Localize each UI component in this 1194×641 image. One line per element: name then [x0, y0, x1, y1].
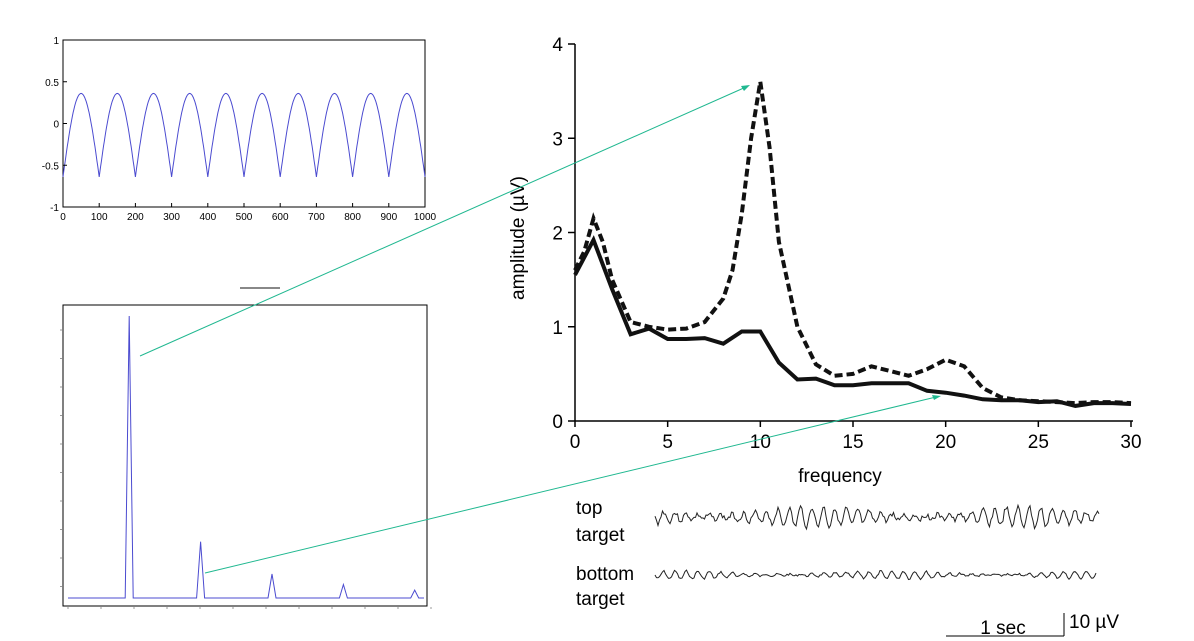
- amplitude-x-tick-label: 20: [935, 432, 956, 453]
- bottom-target-label-line2: target: [576, 589, 625, 610]
- waveform-y-tick-label: 0: [53, 120, 59, 131]
- amplitude-y-tick-label: 1: [552, 318, 563, 339]
- amplitude-x-tick-label: 10: [750, 432, 771, 453]
- waveform-y-tick-label: -0.5: [42, 161, 60, 172]
- series-dashed-line: [573, 81, 1132, 406]
- amplitude-x-tick-label: 0: [570, 432, 581, 453]
- waveform-y-tick-label: 1: [53, 36, 59, 47]
- eeg-traces: top target bottom target 1 sec 10 µV: [576, 498, 1119, 639]
- waveform-x-tick-label: 100: [91, 212, 108, 223]
- connector-arrows: [139, 85, 941, 574]
- waveform-x-tick-label: 200: [127, 212, 144, 223]
- waveform-line: [62, 92, 426, 177]
- waveform-x-tick-label: 1000: [414, 212, 437, 223]
- arrow-fundamental: [139, 86, 747, 357]
- arrow-harmonic-head: [932, 395, 941, 400]
- amplitude-x-tick-label: 15: [842, 432, 863, 453]
- bottom-target-label-line1: bottom: [576, 564, 634, 585]
- waveform-x-tick-label: 600: [272, 212, 289, 223]
- spectrum-line: [68, 315, 424, 599]
- spectrum-panel: [60, 287, 432, 609]
- waveform-x-tick-label: 300: [163, 212, 180, 223]
- waveform-axes-frame: [62, 39, 426, 208]
- waveform-x-tick-label: 800: [344, 212, 361, 223]
- arrow-fundamental-head: [741, 85, 750, 91]
- waveform-y-tick-label: 0.5: [45, 78, 59, 89]
- waveform-panel: 0 100 200 300 400 500 600 700 800 900 1000 1 0.5 0 -0.…: [42, 36, 437, 223]
- amplitude-x-tick-label: 5: [662, 432, 673, 453]
- time-scale-label: 1 sec: [980, 618, 1025, 639]
- waveform-x-tick-label: 500: [236, 212, 253, 223]
- amplitude-y-tick-label: 2: [552, 224, 563, 245]
- top-target-label-line1: top: [576, 498, 602, 519]
- waveform-x-tick-label: 700: [308, 212, 325, 223]
- series-solid-line: [573, 235, 1132, 408]
- waveform-x-tick-label: 400: [199, 212, 216, 223]
- y-axis-label: amplitude (µV): [508, 176, 529, 300]
- waveform-y-tick-label: -1: [50, 203, 59, 214]
- waveform-x-tick-label: 0: [60, 212, 66, 223]
- amplitude-y-tick-label: 3: [552, 129, 563, 150]
- eeg-bottom-trace: [654, 569, 1097, 581]
- waveform-x-tick-label: 900: [380, 212, 397, 223]
- amplitude-x-tick-label: 25: [1028, 432, 1049, 453]
- spectrum-title-mark: [240, 287, 280, 289]
- x-axis-label: frequency: [798, 466, 882, 487]
- top-target-label-line2: target: [576, 525, 625, 546]
- eeg-top-trace: [654, 503, 1100, 531]
- amplitude-scale-label: 10 µV: [1069, 612, 1119, 633]
- spectrum-axes-frame: [62, 304, 428, 607]
- amplitude-y-tick-label: 0: [552, 412, 563, 433]
- amplitude-x-tick-label: 30: [1120, 432, 1141, 453]
- amplitude-y-tick-label: 4: [552, 35, 563, 56]
- arrow-harmonic: [204, 396, 937, 574]
- amplitude-panel: 0 5 10 15 20 25 30 0 1 2 3 4 frequency amplitude (µ…: [508, 35, 1142, 487]
